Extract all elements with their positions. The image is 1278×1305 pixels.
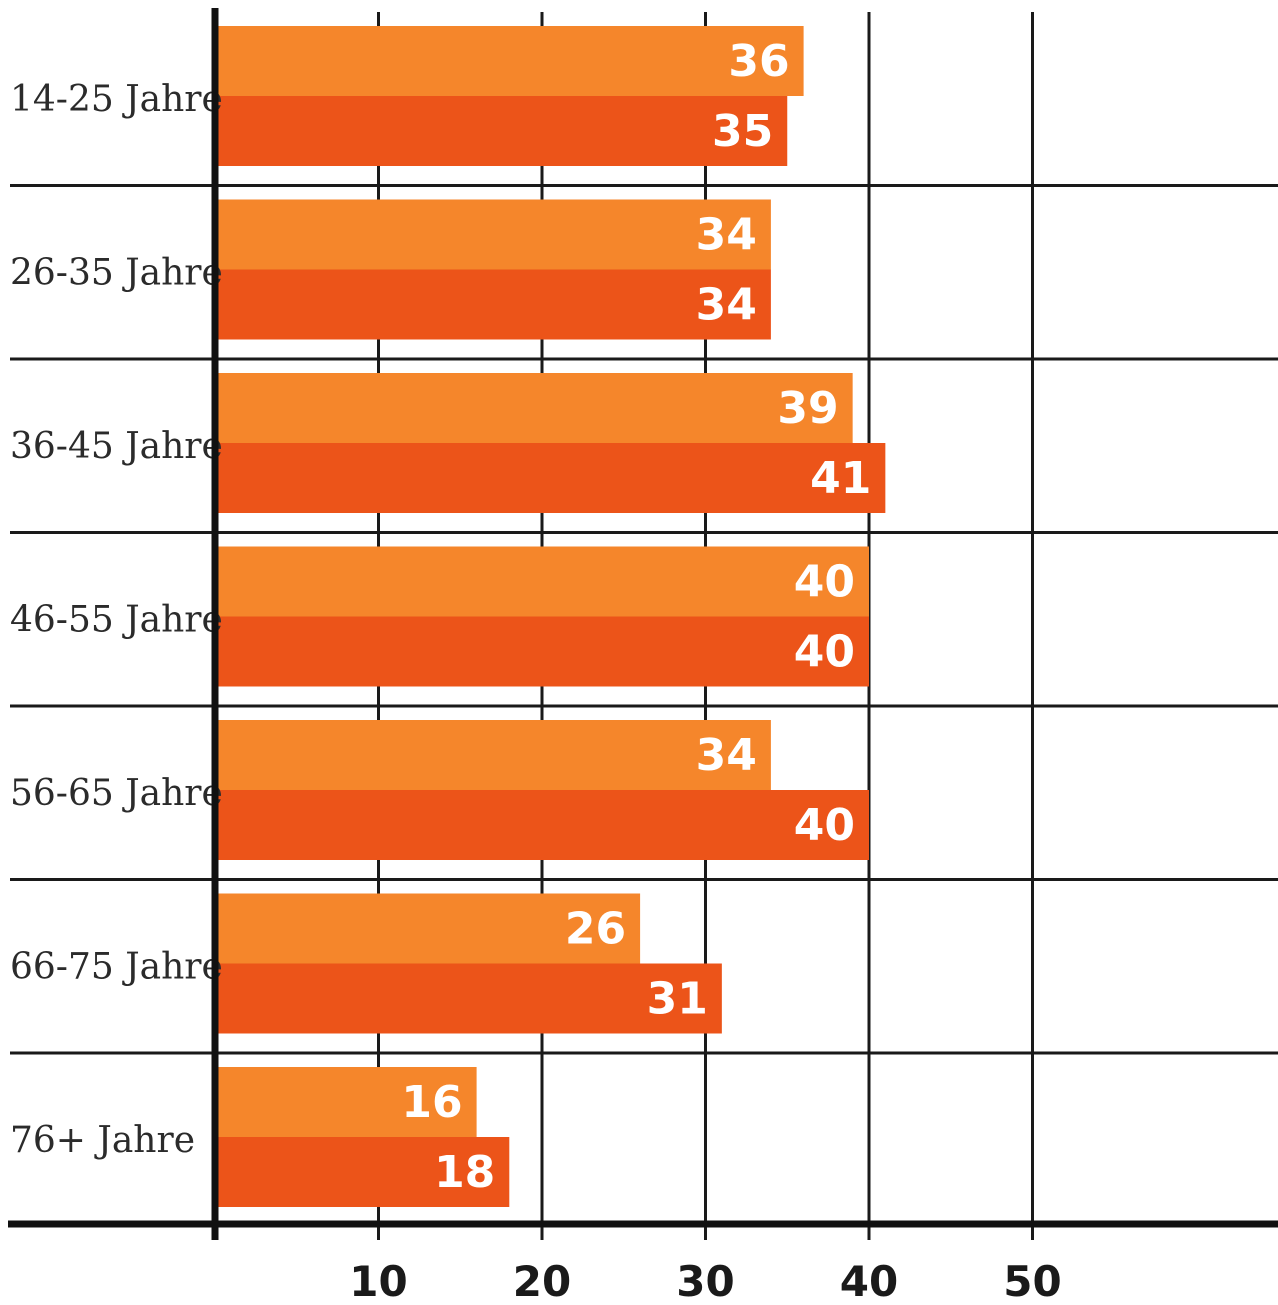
bar: [215, 1137, 510, 1207]
data-label: 40: [794, 800, 855, 851]
bar: [215, 616, 869, 687]
bar: [215, 199, 771, 270]
bar: [215, 26, 804, 96]
bar: [215, 443, 886, 513]
category-label: 26-35 Jahre: [10, 252, 223, 293]
data-label: 41: [810, 453, 871, 504]
bar: [215, 720, 771, 790]
data-label: 36: [728, 36, 789, 87]
data-label: 35: [712, 106, 773, 157]
data-label: 26: [565, 904, 626, 955]
x-tick-label: 10: [349, 1257, 407, 1305]
data-label: 16: [401, 1077, 462, 1128]
data-label: 31: [647, 974, 708, 1025]
category-label: 66-75 Jahre: [10, 946, 223, 987]
data-label: 34: [696, 730, 757, 781]
category-label: 46-55 Jahre: [10, 599, 223, 640]
bar: [215, 373, 853, 443]
bar: [215, 96, 788, 166]
x-tick-label: 30: [676, 1257, 734, 1305]
data-label: 40: [794, 557, 855, 608]
category-label: 56-65 Jahre: [10, 773, 223, 814]
bar: [215, 1067, 477, 1137]
category-label: 14-25 Jahre: [10, 79, 223, 120]
data-label: 40: [794, 627, 855, 678]
x-tick-label: 20: [513, 1257, 571, 1305]
bar: [215, 893, 641, 964]
x-tick-label: 40: [840, 1257, 898, 1305]
bar: [215, 963, 722, 1034]
x-tick-label: 50: [1003, 1257, 1061, 1305]
data-label: 39: [777, 383, 838, 434]
bar: [215, 269, 771, 340]
data-label: 34: [696, 210, 757, 261]
category-label: 36-45 Jahre: [10, 426, 223, 467]
bar: [215, 790, 869, 860]
data-label: 34: [696, 280, 757, 331]
category-label: 76+ Jahre: [10, 1120, 195, 1161]
bar: [215, 546, 869, 617]
data-label: 18: [434, 1147, 495, 1198]
